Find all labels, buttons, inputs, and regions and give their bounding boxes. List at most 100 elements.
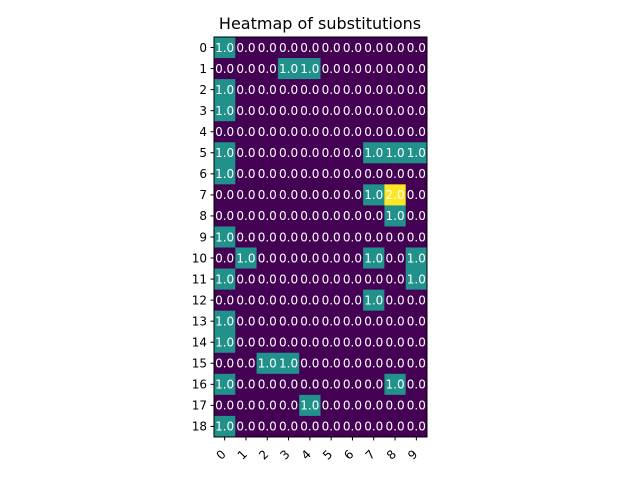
cell-value-label-1-1: 0.0 — [236, 62, 255, 76]
heatmap-cell-11-2 — [256, 268, 279, 290]
cell-value-label-14-3: 0.0 — [279, 336, 298, 350]
heatmap-cell-4-5 — [320, 121, 343, 143]
cell-value-label-3-9: 0.0 — [407, 104, 426, 118]
cell-value-label-13-9: 0.0 — [407, 314, 426, 328]
cell-value-label-10-2: 0.0 — [258, 251, 277, 265]
cell-value-label-3-8: 0.0 — [386, 104, 405, 118]
heatmap-cell-1-0 — [214, 58, 236, 80]
heatmap-cell-17-0 — [214, 394, 236, 417]
heatmap-cell-6-5 — [320, 163, 343, 185]
heatmap-cell-17-8 — [384, 394, 407, 417]
cell-value-label-14-8: 0.0 — [386, 336, 405, 350]
heatmap-cell-5-8 — [384, 142, 407, 164]
cell-value-label-0-8: 0.0 — [386, 41, 405, 55]
cell-value-label-6-1: 0.0 — [236, 167, 255, 181]
heatmap-cell-17-5 — [320, 394, 343, 417]
cell-value-label-6-9: 0.0 — [407, 167, 426, 181]
cell-value-label-17-3: 0.0 — [279, 399, 298, 413]
cell-value-label-9-6: 0.0 — [343, 230, 362, 244]
heatmap-cell-3-5 — [320, 100, 343, 122]
heatmap-cell-6-7 — [363, 163, 385, 185]
heatmap-cell-18-8 — [384, 415, 407, 438]
heatmap-cell-0-2 — [256, 37, 279, 59]
cell-value-label-7-9: 0.0 — [407, 188, 426, 202]
heatmap-cell-4-3 — [277, 121, 300, 143]
heatmap-cell-3-1 — [235, 100, 257, 122]
cell-value-label-12-9: 0.0 — [407, 293, 426, 307]
heatmap-cell-8-8 — [384, 205, 407, 227]
cell-value-label-7-3: 0.0 — [279, 188, 298, 202]
heatmap-cell-10-9 — [405, 247, 428, 269]
heatmap-cell-5-2 — [256, 142, 279, 164]
cell-value-label-15-6: 0.0 — [343, 357, 362, 371]
heatmap-cell-2-0 — [214, 79, 236, 101]
cell-value-label-12-6: 0.0 — [343, 293, 362, 307]
cell-value-label-18-6: 0.0 — [343, 420, 362, 434]
heatmap-cell-3-8 — [384, 100, 407, 122]
heatmap-cell-15-6 — [341, 352, 364, 375]
heatmap-cell-4-2 — [256, 121, 279, 143]
cell-value-label-11-5: 0.0 — [322, 272, 341, 286]
cell-value-label-2-0: 1.0 — [215, 83, 234, 97]
cell-value-label-12-1: 0.0 — [236, 293, 255, 307]
cell-value-label-9-7: 0.0 — [364, 230, 383, 244]
heatmap-cell-6-8 — [384, 163, 407, 185]
y-tick-label-5: 5 — [199, 146, 207, 160]
heatmap-cells — [214, 37, 428, 438]
heatmap-cell-6-3 — [277, 163, 300, 185]
cell-value-label-2-4: 0.0 — [300, 83, 319, 97]
cell-value-label-10-1: 1.0 — [236, 251, 255, 265]
heatmap-cell-12-6 — [341, 289, 364, 312]
y-tick-label-15: 15 — [192, 357, 207, 371]
heatmap-cell-11-8 — [384, 268, 407, 290]
cell-value-label-6-7: 0.0 — [364, 167, 383, 181]
heatmap-cell-0-4 — [299, 37, 321, 59]
heatmap-cell-15-2 — [256, 352, 279, 375]
cell-value-label-18-3: 0.0 — [279, 420, 298, 434]
cell-value-label-3-4: 0.0 — [300, 104, 319, 118]
heatmap-cell-13-2 — [256, 310, 279, 333]
heatmap-cell-10-4 — [299, 247, 321, 269]
heatmap-cell-3-0 — [214, 100, 236, 122]
heatmap-cell-13-3 — [277, 310, 300, 333]
cell-value-label-4-1: 0.0 — [236, 125, 255, 139]
cell-value-label-11-9: 1.0 — [407, 272, 426, 286]
heatmap-cell-14-9 — [405, 331, 428, 354]
heatmap-cell-16-7 — [363, 373, 385, 396]
heatmap-cell-8-9 — [405, 205, 428, 227]
cell-value-label-18-0: 1.0 — [215, 420, 234, 434]
heatmap-cell-16-6 — [341, 373, 364, 396]
heatmap-cell-6-6 — [341, 163, 364, 185]
heatmap-cell-9-9 — [405, 226, 428, 248]
cell-value-label-1-5: 0.0 — [322, 62, 341, 76]
cell-value-label-5-7: 1.0 — [364, 146, 383, 160]
heatmap-cell-4-0 — [214, 121, 236, 143]
heatmap-cell-5-5 — [320, 142, 343, 164]
cell-value-label-15-8: 0.0 — [386, 357, 405, 371]
y-tick-label-3: 3 — [199, 104, 207, 118]
cell-value-label-3-2: 0.0 — [258, 104, 277, 118]
cell-value-label-16-0: 1.0 — [215, 378, 234, 392]
heatmap-cell-2-5 — [320, 79, 343, 101]
heatmap-cell-1-2 — [256, 58, 279, 80]
cell-value-label-5-9: 1.0 — [407, 146, 426, 160]
heatmap-cell-13-4 — [299, 310, 321, 333]
heatmap-cell-labels: 1.0 0.0 0.0 0.0 0.0 0.0 0.0 0.0 0.0 0.00.0 0.0 0.0 1… — [215, 41, 426, 434]
heatmap-cell-7-0 — [214, 184, 236, 206]
cell-value-label-0-7: 0.0 — [364, 41, 383, 55]
cell-value-label-11-2: 0.0 — [258, 272, 277, 286]
cell-value-label-18-8: 0.0 — [386, 420, 405, 434]
cell-value-label-12-7: 1.0 — [364, 293, 383, 307]
cell-value-label-2-3: 0.0 — [279, 83, 298, 97]
heatmap-cell-4-4 — [299, 121, 321, 143]
cell-value-label-8-6: 0.0 — [343, 209, 362, 223]
heatmap-cell-12-4 — [299, 289, 321, 312]
heatmap-cell-16-9 — [405, 373, 428, 396]
cell-value-label-16-6: 0.0 — [343, 378, 362, 392]
heatmap-cell-8-4 — [299, 205, 321, 227]
heatmap-cell-16-2 — [256, 373, 279, 396]
cell-value-label-17-5: 0.0 — [322, 399, 341, 413]
heatmap-cell-14-6 — [341, 331, 364, 354]
y-tick-label-0: 0 — [199, 41, 207, 55]
cell-value-label-13-5: 0.0 — [322, 314, 341, 328]
